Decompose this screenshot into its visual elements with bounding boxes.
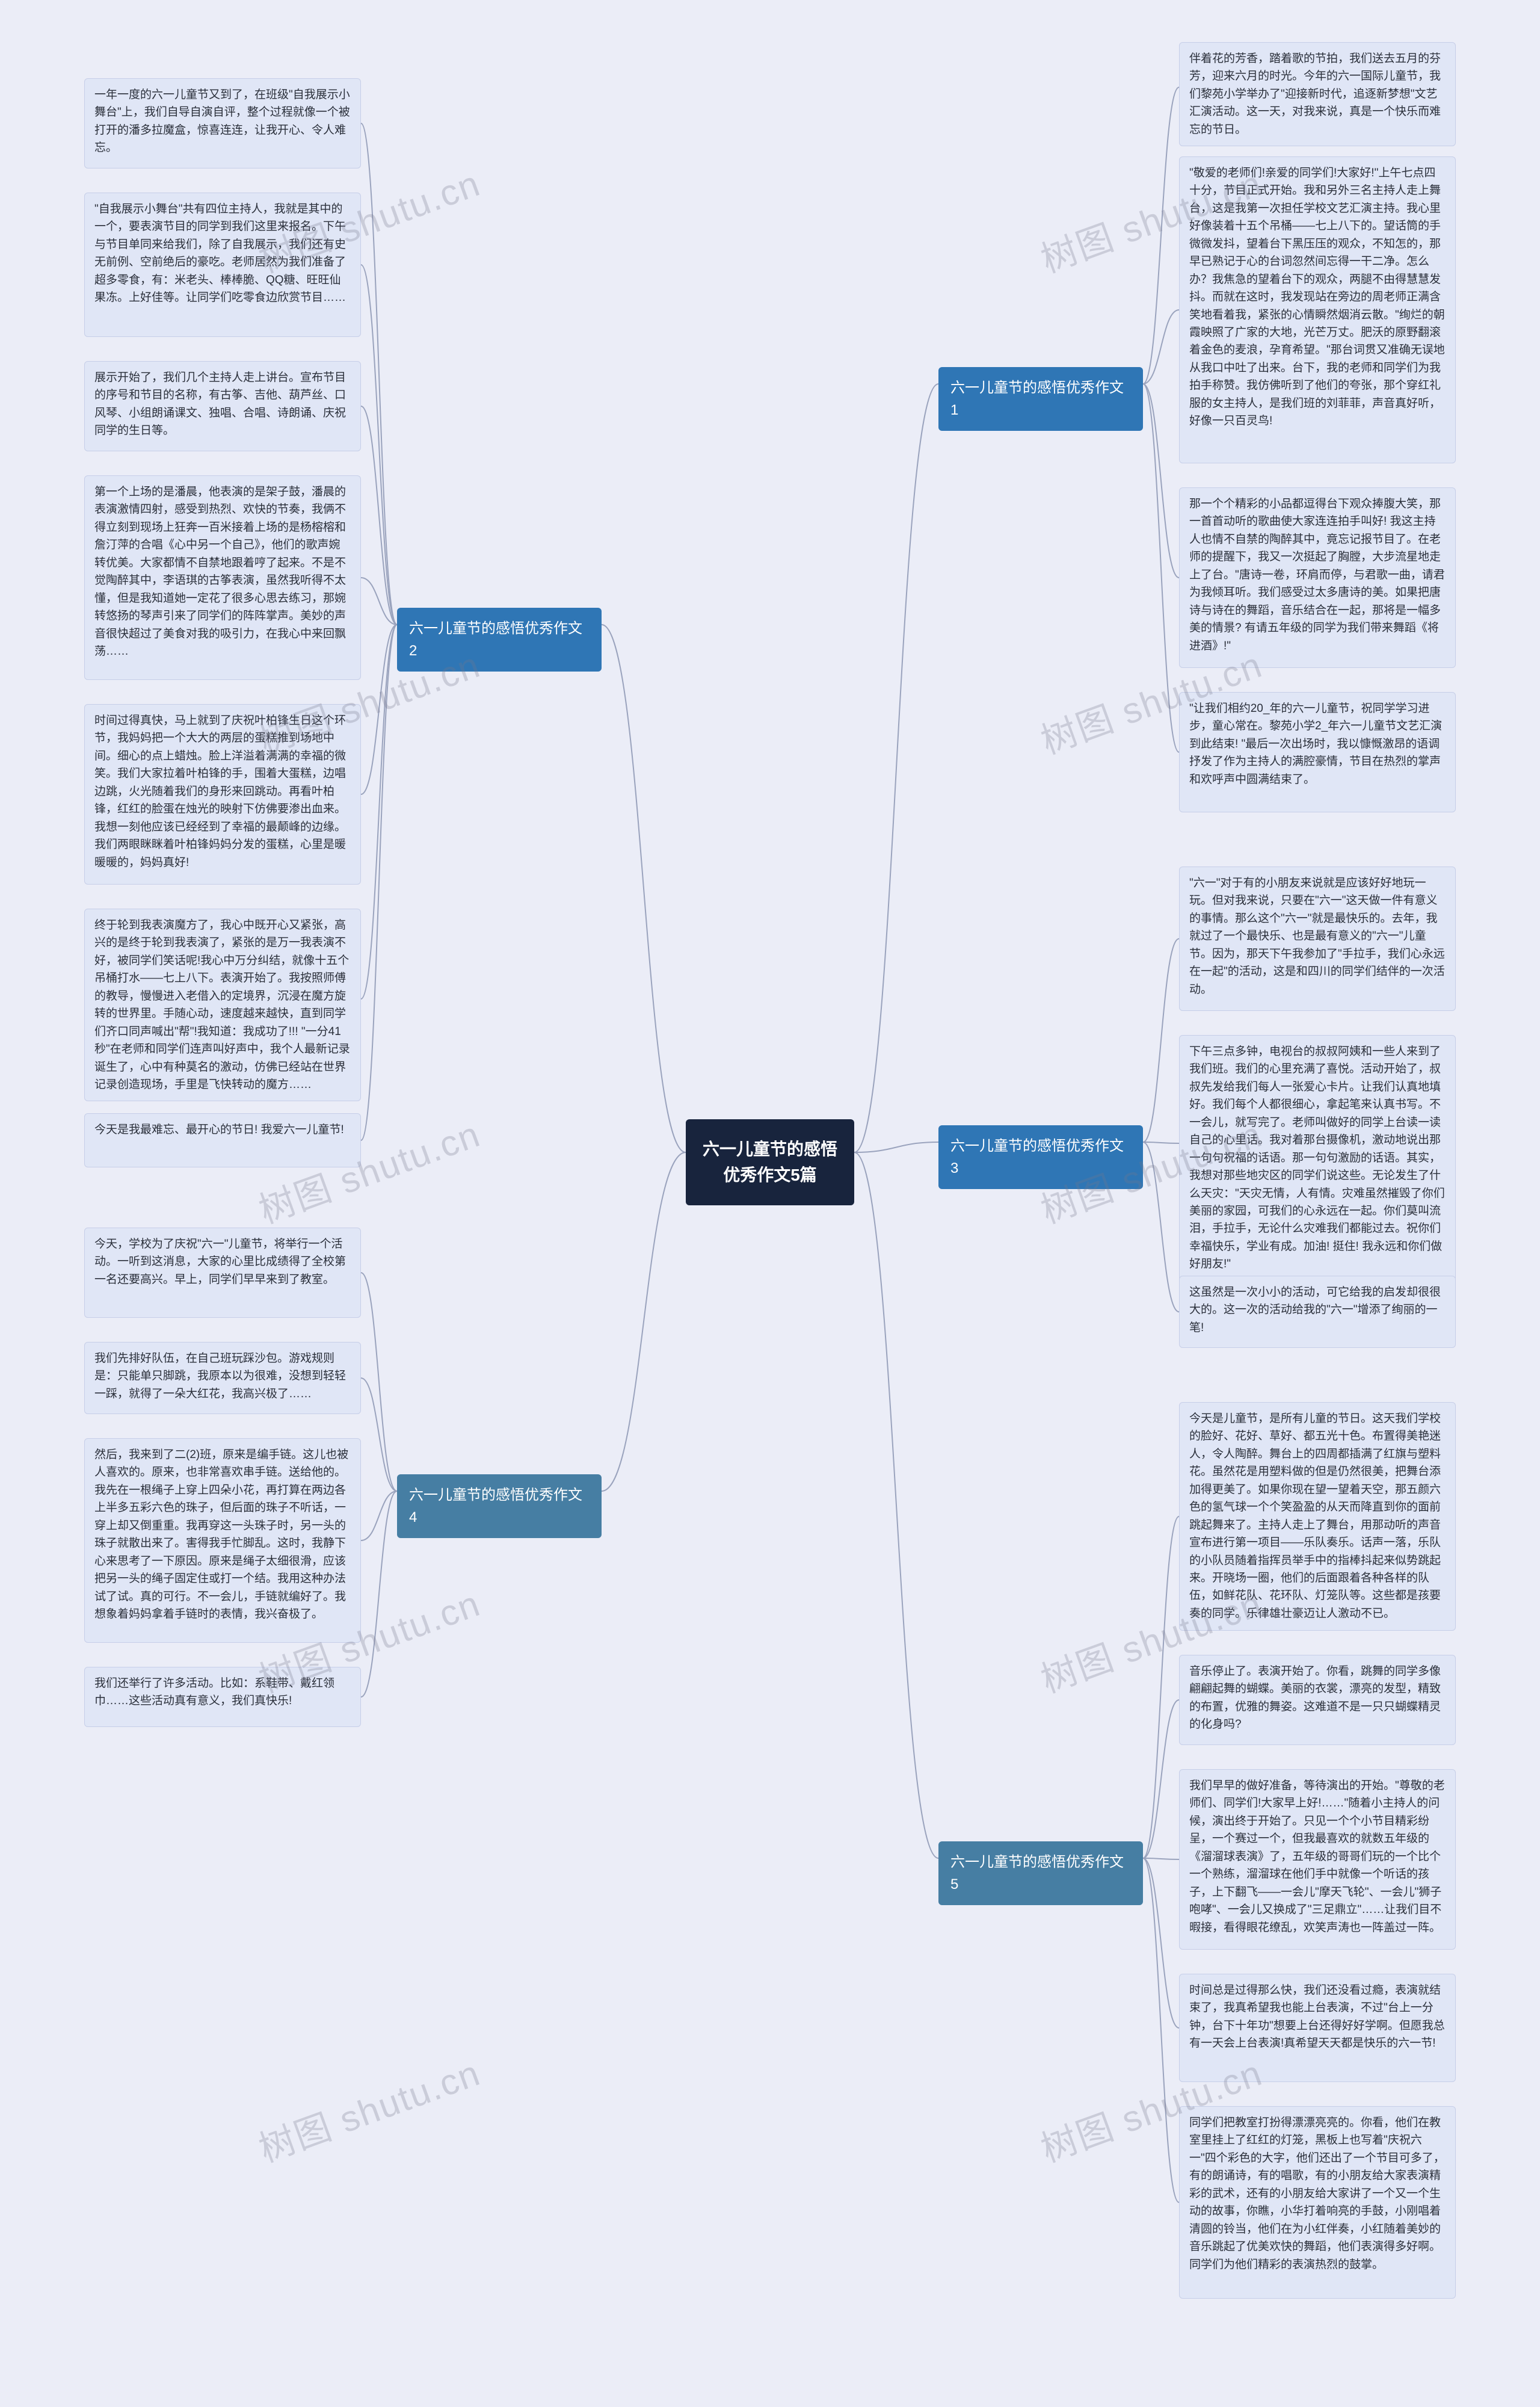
connector <box>854 1152 938 1858</box>
leaf-node: 我们早早的做好准备，等待演出的开始。"尊敬的老师们、同学们!大家早上好!……"随… <box>1179 1769 1456 1950</box>
leaf-node: 伴着花的芳香，踏着歌的节拍，我们送去五月的芬芳，迎来六月的时光。今年的六一国际儿… <box>1179 42 1456 146</box>
leaf-node: 然后，我来到了二(2)班，原来是编手链。这儿也被人喜欢的。原来，也非常喜欢串手链… <box>84 1438 361 1643</box>
connector <box>1143 939 1179 1142</box>
connector <box>602 625 686 1152</box>
leaf-node: 第一个上场的是潘晨，他表演的是架子鼓，潘晨的表演激情四射，感受到热烈、欢快的节奏… <box>84 475 361 680</box>
leaf-node: 时间过得真快，马上就到了庆祝叶柏锋生日这个环节，我妈妈把一个大大的两层的蛋糕推到… <box>84 704 361 885</box>
connector <box>1143 384 1179 578</box>
connector <box>1143 1516 1179 1858</box>
connector <box>361 265 397 625</box>
leaf-node: 时间总是过得那么快，我们还没看过瘾，表演就结束了，我真希望我也能上台表演，不过"… <box>1179 1974 1456 2082</box>
leaf-node: "敬爱的老师们!亲爱的同学们!大家好!"上午七点四十分，节目正式开始。我和另外三… <box>1179 156 1456 463</box>
connector <box>361 1273 397 1491</box>
connector <box>1143 310 1179 384</box>
leaf-node: "自我展示小舞台"共有四位主持人，我就是其中的一个，要表演节目的同学到我们这里来… <box>84 193 361 337</box>
leaf-node: 展示开始了，我们几个主持人走上讲台。宣布节目的序号和节目的名称，有古筝、吉他、葫… <box>84 361 361 451</box>
connector <box>361 578 397 625</box>
connector <box>361 625 397 999</box>
leaf-node: 下午三点多钟，电视台的叔叔阿姨和一些人来到了我们班。我们的心里充满了喜悦。活动开… <box>1179 1035 1456 1281</box>
leaf-node: 那一个个精彩的小品都逗得台下观众捧腹大笑，那一首首动听的歌曲使大家连连拍手叫好!… <box>1179 487 1456 668</box>
connector <box>361 1491 397 1540</box>
connector <box>1143 1142 1179 1143</box>
leaf-node: 今天，学校为了庆祝"六一"儿童节，将举行一个活动。一听到这消息，大家的心里比成绩… <box>84 1228 361 1318</box>
connector <box>602 1152 686 1491</box>
connector <box>854 1142 938 1152</box>
leaf-node: 今天是我最难忘、最开心的节日! 我爱六一儿童节! <box>84 1113 361 1167</box>
connector <box>361 1491 397 1697</box>
leaf-node: "让我们相约20_年的六一儿童节，祝同学学习进步，童心常在。黎苑小学2_年六一儿… <box>1179 692 1456 812</box>
connector <box>1143 1700 1179 1858</box>
leaf-node: 这虽然是一次小小的活动，可它给我的启发却很很大的。这一次的活动给我的"六一"增添… <box>1179 1276 1456 1348</box>
connector <box>1143 87 1179 384</box>
branch-node: 六一儿童节的感悟优秀作文3 <box>938 1125 1143 1189</box>
connector <box>361 625 397 1140</box>
branch-node: 六一儿童节的感悟优秀作文4 <box>397 1474 602 1538</box>
leaf-node: 终于轮到我表演魔方了，我心中既开心又紧张，高兴的是终于轮到我表演了，紧张的是万一… <box>84 909 361 1101</box>
connector <box>361 1378 397 1491</box>
leaf-node: "六一"对于有的小朋友来说就是应该好好地玩一玩。但对我来说，只要在"六一"这天做… <box>1179 867 1456 1011</box>
watermark: 树图 shutu.cn <box>251 2044 487 2173</box>
connector <box>1143 384 1179 752</box>
connector <box>1143 1858 1179 2028</box>
leaf-node: 我们还举行了许多活动。比如：系鞋带、戴红领巾……这些活动真有意义，我们真快乐! <box>84 1667 361 1727</box>
leaf-node: 今天是儿童节，是所有儿童的节日。这天我们学校的脸好、花好、草好、都五光十色。布置… <box>1179 1402 1456 1631</box>
leaf-node: 同学们把教室打扮得漂漂亮亮的。你看，他们在教室里挂上了红红的灯笼，黑板上也写着"… <box>1179 2106 1456 2299</box>
branch-node: 六一儿童节的感悟优秀作文5 <box>938 1841 1143 1905</box>
root-node: 六一儿童节的感悟优秀作文5篇 <box>686 1119 854 1205</box>
branch-node: 六一儿童节的感悟优秀作文2 <box>397 608 602 672</box>
connector <box>1143 1858 1179 1859</box>
connector <box>854 384 938 1152</box>
connector <box>361 625 397 794</box>
connector <box>361 406 397 625</box>
leaf-node: 一年一度的六一儿童节又到了，在班级"自我展示小舞台"上，我们自导自演自评，整个过… <box>84 78 361 168</box>
connector <box>1143 1858 1179 2202</box>
leaf-node: 我们先排好队伍，在自己班玩踩沙包。游戏规则是：只能单只脚跳，我原本以为很难，没想… <box>84 1342 361 1414</box>
connector <box>361 123 397 625</box>
branch-node: 六一儿童节的感悟优秀作文1 <box>938 367 1143 431</box>
leaf-node: 音乐停止了。表演开始了。你看，跳舞的同学多像翩翩起舞的蝴蝶。美丽的衣裳，漂亮的发… <box>1179 1655 1456 1745</box>
connector <box>1143 1142 1179 1312</box>
